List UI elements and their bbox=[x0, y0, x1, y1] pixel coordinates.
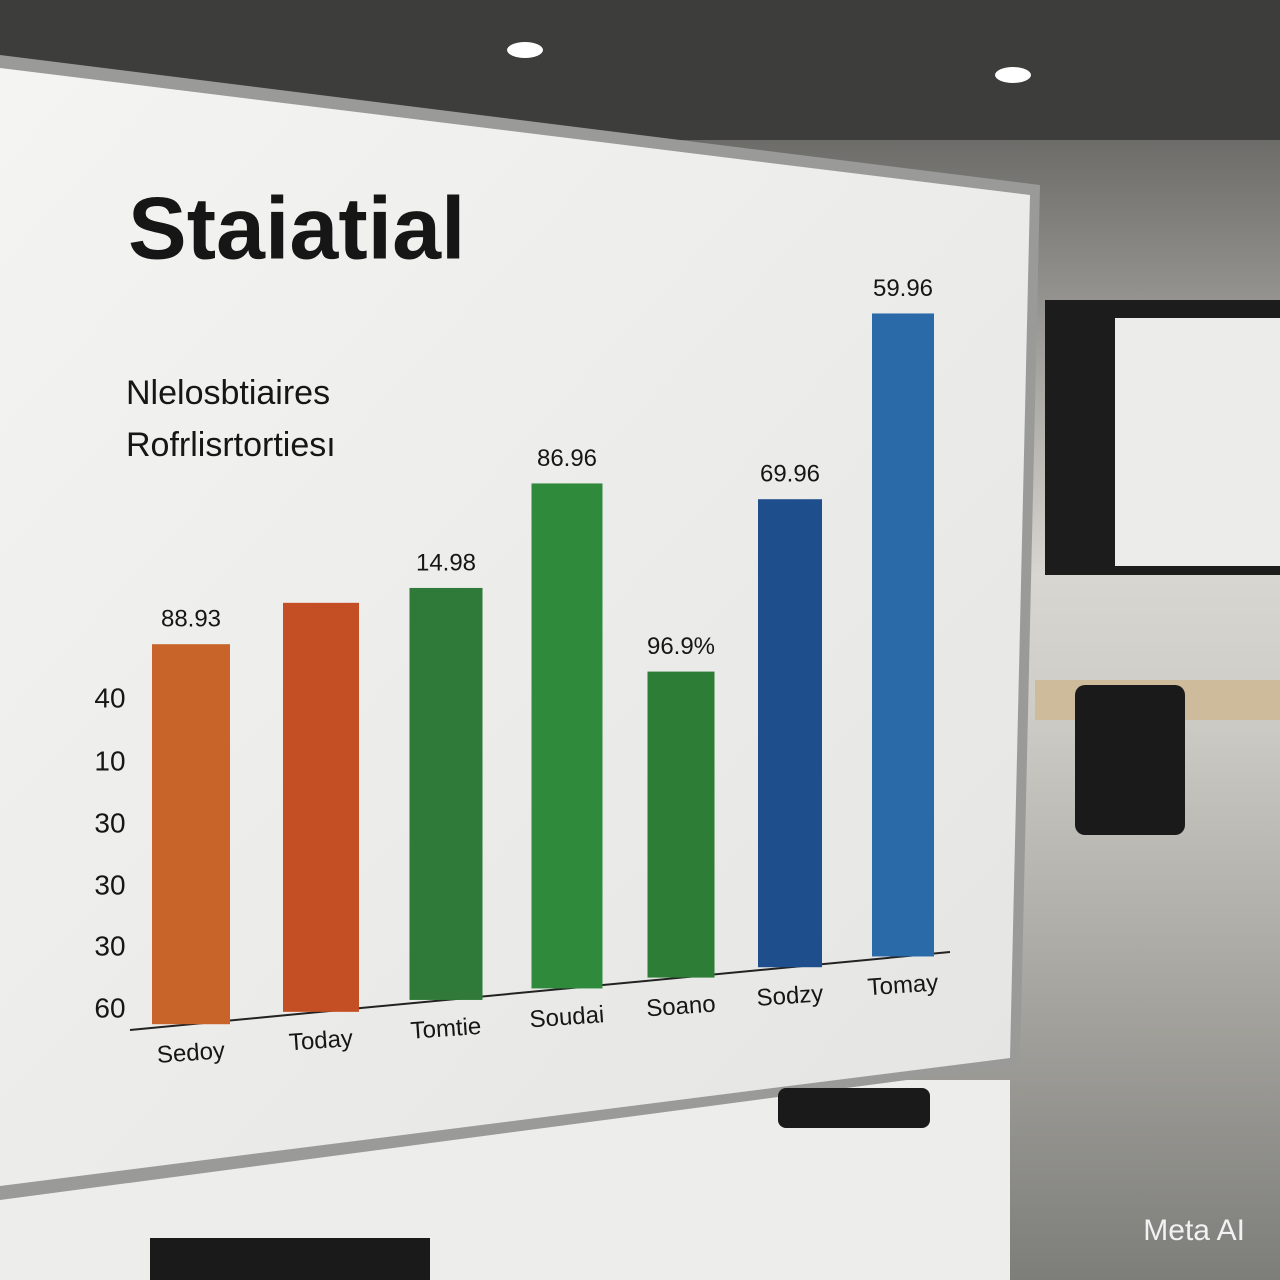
chart-subtitle: Rofrlisrtortiesı bbox=[126, 426, 336, 464]
board-tray bbox=[150, 1238, 430, 1280]
bar-label: 86.96 bbox=[537, 445, 597, 472]
x-tick-label: Soano bbox=[645, 991, 716, 1023]
watermark: Meta AI bbox=[1143, 1214, 1245, 1247]
marker bbox=[778, 1088, 930, 1128]
y-axis-label: 30 bbox=[94, 930, 125, 961]
x-tick-label: Sodzy bbox=[756, 980, 824, 1012]
chart-subtitle: Nlelosbtiaires bbox=[126, 374, 330, 412]
bar-label: 59.96 bbox=[873, 275, 933, 302]
wall-screen-display bbox=[1115, 318, 1280, 566]
chair bbox=[1075, 685, 1185, 835]
bar bbox=[152, 644, 230, 1025]
y-axis-label: 30 bbox=[94, 869, 125, 900]
bar bbox=[409, 587, 483, 1000]
bar bbox=[531, 483, 603, 989]
bar-label: 14.98 bbox=[416, 549, 476, 576]
bar bbox=[647, 671, 715, 978]
y-axis-label: 40 bbox=[94, 682, 125, 713]
x-tick-label: Tomtie bbox=[410, 1013, 482, 1045]
chart-title: Staiatial bbox=[128, 178, 465, 277]
bar bbox=[758, 499, 822, 968]
x-tick-label: Sedoy bbox=[156, 1037, 226, 1069]
x-tick-label: Today bbox=[288, 1025, 354, 1056]
y-axis-label: 10 bbox=[94, 745, 125, 776]
x-tick-label: Tomay bbox=[867, 969, 939, 1001]
bar-label: 69.96 bbox=[760, 461, 820, 488]
x-tick-label: Soudai bbox=[529, 1001, 605, 1033]
y-axis-label: 30 bbox=[94, 807, 125, 838]
ceiling-light bbox=[507, 42, 543, 58]
y-axis-label: 60 bbox=[94, 992, 125, 1023]
bar-label: 96.9% bbox=[647, 633, 715, 660]
bar bbox=[283, 602, 359, 1012]
ceiling-light bbox=[995, 67, 1031, 83]
bar-label: 88.93 bbox=[161, 606, 221, 633]
bar bbox=[872, 313, 934, 957]
